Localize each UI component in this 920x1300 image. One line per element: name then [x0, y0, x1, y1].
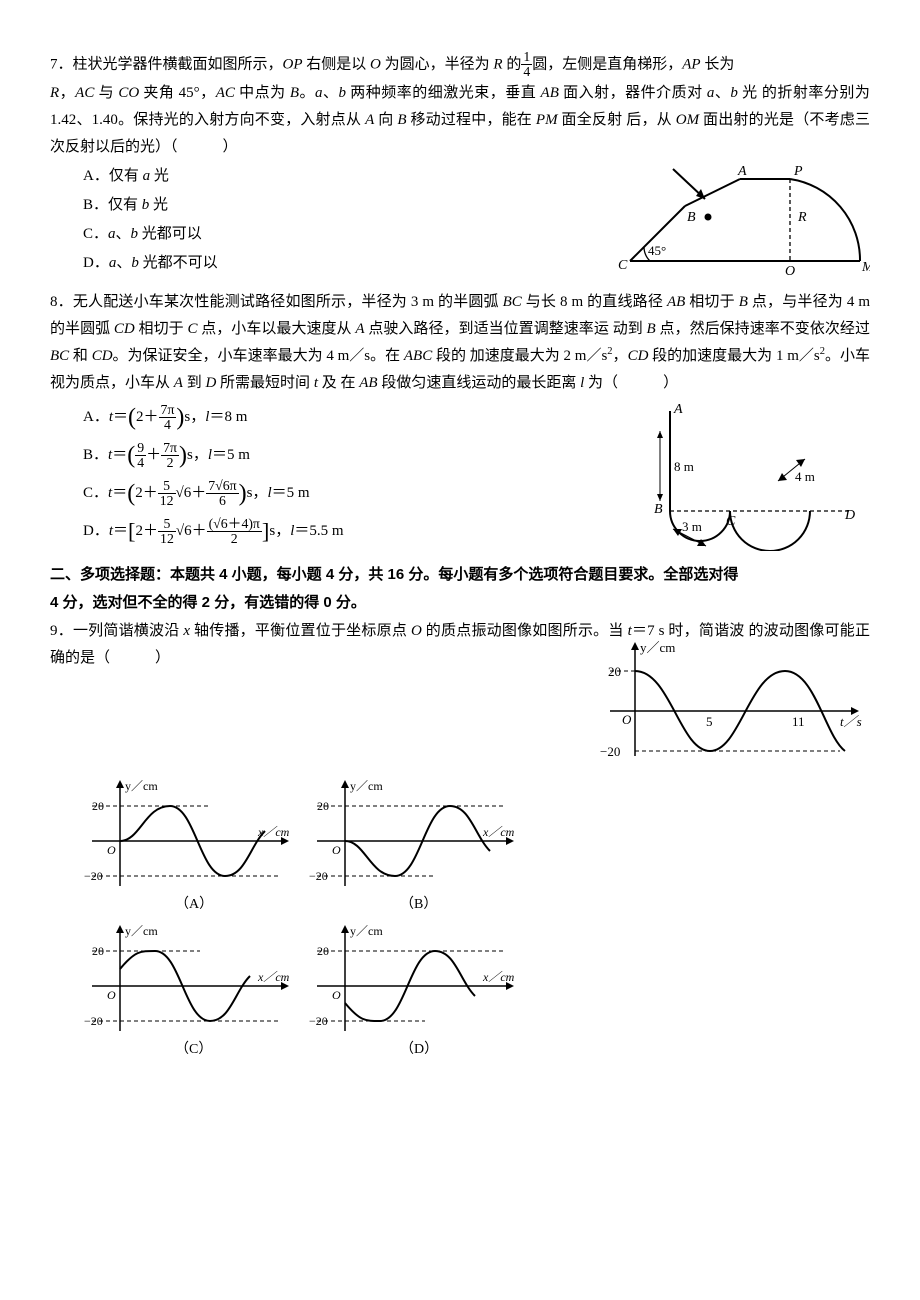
svg-text:11: 11 — [792, 714, 805, 729]
svg-text:y／cm: y／cm — [350, 779, 383, 793]
svg-text:A: A — [673, 402, 683, 417]
svg-text:P: P — [793, 164, 803, 179]
svg-text:B: B — [654, 502, 663, 517]
svg-text:y／cm: y／cm — [350, 924, 383, 938]
svg-text:C: C — [618, 258, 628, 273]
svg-text:D: D — [844, 508, 855, 523]
svg-text:x／cm: x／cm — [257, 825, 290, 839]
svg-text:−20: −20 — [309, 869, 328, 883]
q9-opt-c[interactable]: 20 −20 O y／cm x／cm （C） — [80, 921, 305, 1066]
svg-text:（B）: （B） — [400, 896, 437, 912]
svg-text:−20: −20 — [600, 744, 620, 759]
svg-text:（C）: （C） — [175, 1041, 212, 1057]
svg-text:O: O — [332, 843, 341, 857]
svg-text:x／cm: x／cm — [257, 970, 290, 984]
svg-text:45°: 45° — [648, 243, 666, 258]
svg-text:x／cm: x／cm — [482, 970, 515, 984]
q9-options-row1: 20 −20 O y／cm x／cm （A） 20 — [80, 776, 870, 921]
question-7: 7．柱状光学器件横截面如图所示，OP 右侧是以 O 为圆心，半径为 R 的14圆… — [50, 50, 870, 281]
q7-number: 7． — [50, 56, 73, 72]
svg-text:y／cm: y／cm — [125, 779, 158, 793]
q9-options-row2: 20 −20 O y／cm x／cm （C） 20 — [80, 921, 870, 1066]
question-9: 9．一列简谐横波沿 x 轴传播，平衡位置位于坐标原点 O 的质点振动图像如图所示… — [50, 618, 870, 1066]
svg-text:M: M — [861, 260, 870, 275]
svg-text:R: R — [797, 210, 807, 225]
svg-text:x／cm: x／cm — [482, 825, 515, 839]
section-2-header: 二、多项选择题：本题共 4 小题，每小题 4 分，共 16 分。每小题有多个选项… — [50, 561, 870, 618]
svg-text:20: 20 — [92, 799, 104, 813]
svg-text:A: A — [737, 164, 747, 179]
q7-figure: A P B R C M O 45° — [610, 161, 870, 281]
svg-text:O: O — [785, 264, 795, 279]
q9-opt-b[interactable]: 20 −20 O y／cm x／cm （B） — [305, 776, 530, 921]
svg-text:C: C — [726, 514, 736, 529]
svg-text:−20: −20 — [84, 1014, 103, 1028]
svg-text:20: 20 — [92, 944, 104, 958]
svg-text:3 m: 3 m — [682, 519, 702, 534]
svg-text:（D）: （D） — [400, 1041, 438, 1057]
svg-text:O: O — [332, 988, 341, 1002]
fraction: 14 — [521, 50, 532, 80]
svg-text:20: 20 — [608, 664, 621, 679]
q9-opt-a[interactable]: 20 −20 O y／cm x／cm （A） — [80, 776, 305, 921]
svg-text:−20: −20 — [309, 1014, 328, 1028]
svg-text:20: 20 — [317, 944, 329, 958]
svg-text:（A）: （A） — [175, 896, 213, 912]
q7-stem: 7．柱状光学器件横截面如图所示，OP 右侧是以 O 为圆心，半径为 R 的14圆… — [50, 50, 870, 161]
q8-number: 8． — [50, 294, 73, 310]
svg-text:y／cm: y／cm — [125, 924, 158, 938]
q8-figure: A B C D 8 m 3 m 4 m — [640, 401, 870, 551]
svg-text:20: 20 — [317, 799, 329, 813]
svg-text:8 m: 8 m — [674, 459, 694, 474]
svg-text:t／s: t／s — [840, 714, 862, 729]
q9-opt-d[interactable]: 20 −20 O y／cm x／cm （D） — [305, 921, 530, 1066]
svg-text:5: 5 — [706, 714, 713, 729]
svg-text:B: B — [687, 210, 696, 225]
svg-text:O: O — [622, 712, 632, 727]
q8-stem: 8．无人配送小车某次性能测试路径如图所示，半径为 3 m 的半圆弧 BC 与长 … — [50, 289, 870, 397]
q9-number: 9． — [50, 623, 73, 639]
question-8: 8．无人配送小车某次性能测试路径如图所示，半径为 3 m 的半圆弧 BC 与长 … — [50, 289, 870, 551]
svg-text:O: O — [107, 988, 116, 1002]
svg-text:O: O — [107, 843, 116, 857]
svg-text:−20: −20 — [84, 869, 103, 883]
svg-text:4 m: 4 m — [795, 469, 815, 484]
q9-main-graph: 20 −20 O 5 11 y／cm t／s — [600, 636, 870, 776]
